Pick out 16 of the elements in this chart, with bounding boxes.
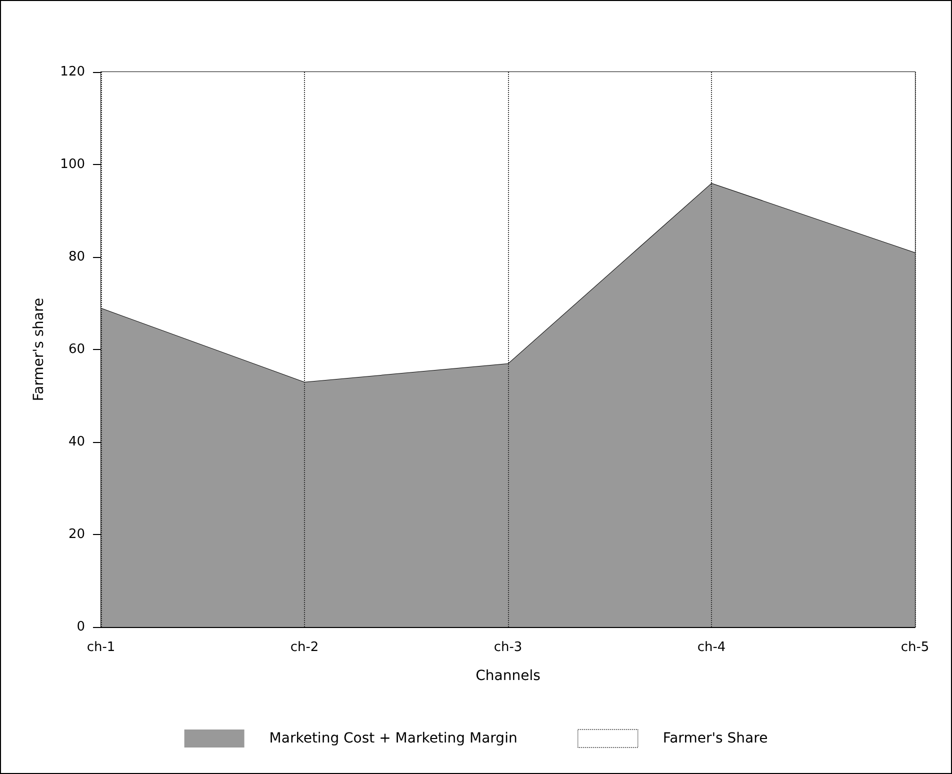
x-tick-label: ch-5 <box>900 640 930 655</box>
legend-label: Marketing Cost + Marketing Margin <box>269 730 518 746</box>
y-tick-label: 0 <box>76 620 85 634</box>
x-tick-label: ch-4 <box>697 640 726 655</box>
y-tick-label: 100 <box>60 157 85 172</box>
y-tick-label: 60 <box>68 342 85 357</box>
x-tick-label: ch-3 <box>494 640 522 655</box>
x-tick-label: ch-2 <box>290 640 319 655</box>
y-tick-label: 80 <box>68 250 85 264</box>
y-tick-label: 120 <box>60 64 85 80</box>
x-axis-title: Channels <box>476 668 540 684</box>
y-tick-label: 40 <box>68 434 85 450</box>
y-tick-label: 20 <box>68 527 85 542</box>
legend-label: Farmer's Share <box>662 730 768 746</box>
y-axis-title: Farmer's share <box>31 298 47 402</box>
x-tick-label: ch-1 <box>86 640 116 655</box>
